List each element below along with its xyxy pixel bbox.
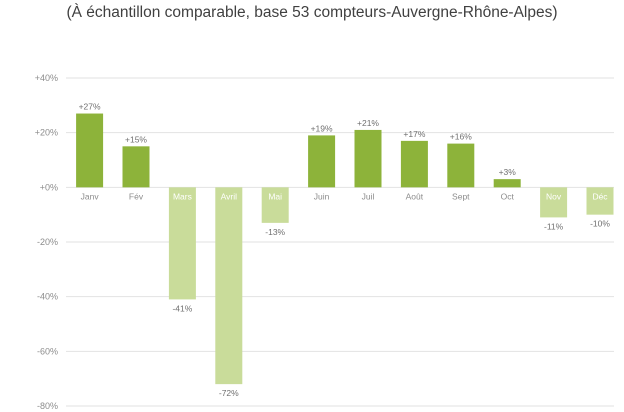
y-tick-label: -20% — [37, 237, 58, 247]
bar-oct — [493, 179, 521, 188]
bar-fév — [122, 146, 150, 188]
category-label: Avril — [221, 191, 237, 201]
y-tick-label: +40% — [35, 73, 58, 83]
bar-nov — [540, 187, 568, 218]
category-label: Oct — [501, 191, 515, 201]
data-label: +17% — [403, 129, 425, 139]
category-label: Sept — [452, 191, 470, 201]
category-label: Mars — [173, 191, 192, 201]
y-axis-ticks: +40% +20% +0% -20% -40% -60% -80% — [35, 73, 58, 411]
category-label: Déc — [592, 191, 608, 201]
bars — [76, 113, 614, 385]
data-label: -11% — [544, 221, 564, 231]
y-tick-label: -80% — [37, 401, 58, 411]
data-label: +3% — [499, 167, 517, 177]
bar-sept — [447, 143, 475, 188]
data-label: -10% — [590, 219, 610, 229]
category-labels: Janv Fév Mars Avril Mai Juin Juil Août Sept Oct No… — [81, 191, 609, 201]
data-label: -72% — [219, 388, 239, 398]
data-labels: +27% +15% -41% -72% -13% +19% +21% +17% +16% +3% -… — [79, 102, 611, 399]
category-label: Juil — [362, 191, 375, 201]
data-label: +15% — [125, 134, 147, 144]
bar-avril — [215, 187, 243, 385]
category-label: Nov — [546, 191, 562, 201]
y-tick-label: -40% — [37, 292, 58, 302]
y-tick-label: +0% — [40, 182, 58, 192]
category-label: Août — [406, 191, 424, 201]
bar-juin — [308, 135, 336, 188]
bar-mai — [261, 187, 289, 223]
data-label: -41% — [172, 303, 192, 313]
bar-mars — [168, 187, 196, 300]
bar-juil — [354, 129, 382, 188]
y-tick-label: +20% — [35, 128, 58, 138]
category-label: Janv — [81, 191, 100, 201]
data-label: +27% — [79, 102, 101, 112]
bar-août — [400, 140, 428, 188]
data-label: +19% — [311, 123, 333, 133]
category-label: Mai — [268, 191, 282, 201]
data-label: +16% — [450, 132, 472, 142]
chart-subtitle: (À échantillon comparable, base 53 compt… — [66, 4, 558, 21]
data-label: -13% — [265, 227, 285, 237]
gridlines — [66, 77, 614, 407]
y-tick-label: -60% — [37, 346, 58, 356]
bar-déc — [586, 187, 614, 215]
category-label: Fév — [129, 191, 144, 201]
data-label: +21% — [357, 118, 379, 128]
category-label: Juin — [314, 191, 330, 201]
bar-janv — [76, 113, 104, 188]
